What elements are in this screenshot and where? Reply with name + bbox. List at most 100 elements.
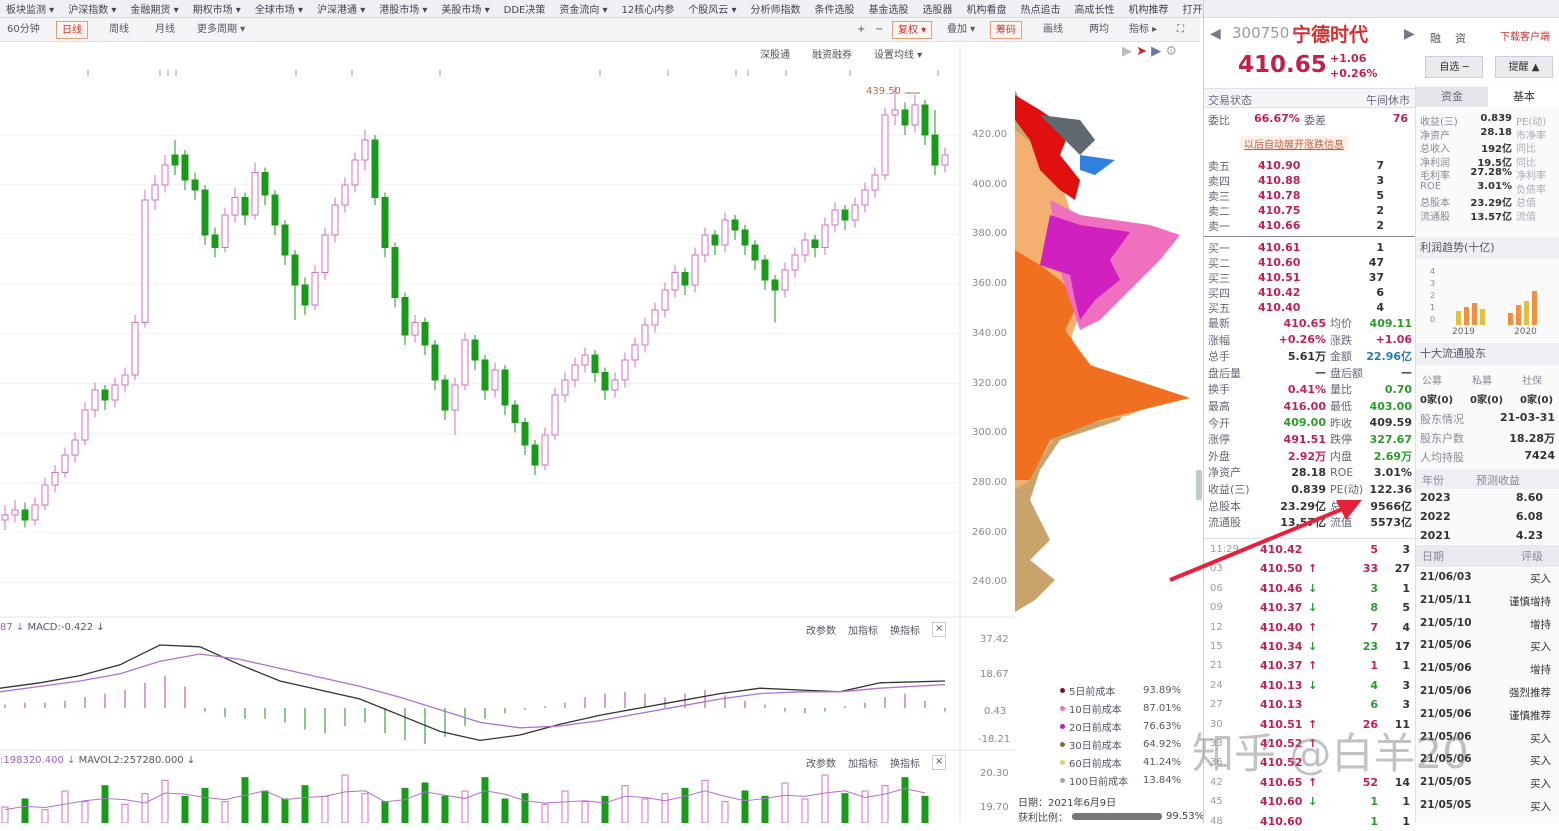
adjust-dropdown[interactable]: 复权 ▾ — [892, 21, 933, 39]
candle — [291, 250, 299, 320]
switch-indicator-button[interactable]: 换指标 — [890, 759, 920, 770]
candle — [921, 100, 929, 145]
book-level-label: 卖三 — [1208, 189, 1230, 203]
candle — [201, 185, 209, 245]
menu-item[interactable]: 基金选股 — [868, 5, 909, 16]
next-stock-icon[interactable]: ▶ — [1404, 26, 1415, 42]
menu-item[interactable]: 热点追击 — [1020, 5, 1061, 16]
prev-stock-icon[interactable]: ◀ — [1210, 26, 1221, 42]
ma-settings-dropdown[interactable]: 设置均线 ▾ — [874, 50, 923, 61]
menu-item[interactable]: 沪深港通 ▾ — [317, 5, 366, 16]
holders-val: 0家(0) — [1520, 395, 1554, 406]
bid-row[interactable]: 买四 410.42 6 — [1204, 285, 1416, 300]
bid-row[interactable]: 买五 410.40 4 — [1204, 300, 1416, 315]
menu-item[interactable]: 资金流向 ▾ — [559, 5, 608, 16]
period-daily[interactable]: 日线 — [56, 21, 88, 39]
stat-value: 3.01% — [1373, 465, 1412, 479]
draw-line-button[interactable]: 画线 — [1043, 24, 1063, 35]
bid-row[interactable]: 买一 410.61 1 — [1204, 240, 1416, 255]
candle — [651, 302, 659, 333]
tick-row: 45 410.60 ↓ 1 1 — [1204, 792, 1416, 811]
candle-body — [681, 272, 689, 286]
menu-item[interactable]: 港股市场 ▾ — [379, 5, 428, 16]
book-price: 410.40 — [1258, 301, 1301, 314]
period-weekly[interactable]: 周线 — [109, 24, 129, 35]
ask-row[interactable]: 卖五 410.90 7 — [1204, 158, 1416, 173]
chip-distribution-layer — [1015, 95, 1080, 200]
bid-row[interactable]: 买三 410.51 37 — [1204, 270, 1416, 285]
chips-button[interactable]: 筹码 — [990, 21, 1022, 39]
ask-row[interactable]: 卖二 410.75 2 — [1204, 203, 1416, 218]
tick-price: 410.13 — [1260, 678, 1303, 692]
edit-params-button[interactable]: 改参数 — [806, 626, 836, 637]
switch-indicator-button[interactable]: 换指标 — [890, 626, 920, 637]
menu-item[interactable]: 选股器 — [922, 5, 953, 16]
zoom-out-button[interactable]: − — [875, 24, 884, 35]
menu-item[interactable]: 美股市场 ▾ — [441, 5, 490, 16]
menu-item[interactable]: 个股风云 ▾ — [688, 5, 737, 16]
candle-body — [91, 389, 99, 411]
period-more[interactable]: 更多周期 ▾ — [197, 24, 246, 35]
menu-item[interactable]: 12核心内参 — [621, 5, 675, 16]
candle-body — [591, 354, 599, 373]
margin-link-a[interactable]: 融 — [1430, 32, 1441, 45]
margin-link-b[interactable]: 资 — [1455, 32, 1466, 45]
menu-item[interactable]: 分析师指数 — [750, 5, 801, 16]
tick-row: 15 410.34 ↓ 23 17 — [1204, 637, 1416, 656]
close-icon[interactable]: × — [932, 622, 947, 637]
period-monthly[interactable]: 月线 — [155, 24, 175, 35]
fund-label: 净利润 — [1420, 157, 1450, 169]
candle-body — [191, 179, 199, 191]
two-ma-button[interactable]: 两均 — [1089, 24, 1109, 35]
add-watchlist-button[interactable]: 自选 ─ — [1425, 56, 1483, 78]
download-link[interactable]: 下载客户端 — [1500, 32, 1550, 43]
candle — [221, 207, 229, 253]
top-holders-title[interactable]: 十大流通股东 — [1416, 343, 1559, 365]
stat-row: 总手 5.61万 金额 22.96亿 — [1204, 348, 1416, 364]
hk-connect-link[interactable]: 深股通 — [760, 50, 790, 61]
menu-item[interactable]: 打开 — [1182, 5, 1203, 16]
play-arrows-icon[interactable]: ▶ ➤ ▶ ⚙ — [1122, 44, 1177, 59]
menu-item[interactable]: 机构看盘 — [966, 5, 1007, 16]
tick-volume: 23 — [1362, 640, 1378, 653]
panel-splitter[interactable] — [1196, 470, 1202, 500]
edit-params-button[interactable]: 改参数 — [806, 759, 836, 770]
ask-row[interactable]: 卖四 410.88 3 — [1204, 173, 1416, 188]
tab-fund[interactable]: 资金 — [1416, 87, 1488, 107]
zoom-in-button[interactable]: + — [857, 24, 866, 35]
menu-item[interactable]: 高成长性 — [1074, 5, 1115, 16]
legend-dot-icon — [1060, 705, 1065, 711]
menu-item[interactable]: DDE决策 — [503, 5, 546, 16]
margin-link[interactable]: 融资融券 — [812, 50, 852, 61]
expand-info-link[interactable]: 以后自动展开涨跌信息 — [1240, 136, 1348, 151]
add-indicator-button[interactable]: 加指标 — [848, 759, 878, 770]
ask-row[interactable]: 卖一 410.66 2 — [1204, 218, 1416, 233]
tab-basic[interactable]: 基本 — [1488, 87, 1559, 107]
period-60min[interactable]: 60分钟 — [7, 24, 40, 35]
candle — [41, 477, 49, 510]
rating-date: 21/05/06 — [1420, 730, 1472, 743]
menu-item[interactable]: 机构推荐 — [1128, 5, 1169, 16]
candlestick-chart[interactable] — [0, 0, 1200, 823]
menu-item[interactable]: 板块监测 ▾ — [6, 5, 55, 16]
chart-header: 深股通 融资融券 设置均线 ▾ — [760, 46, 922, 61]
menu-item[interactable]: 金融期货 ▾ — [130, 5, 179, 16]
candle — [131, 315, 139, 380]
close-icon[interactable]: × — [932, 755, 947, 770]
bid-row[interactable]: 买二 410.60 47 — [1204, 255, 1416, 270]
fullscreen-icon[interactable]: ⛶ — [1177, 24, 1184, 35]
chip-legend-item: 10日前成本 87.01% — [1060, 699, 1181, 717]
menu-item[interactable]: 条件选股 — [814, 5, 855, 16]
menu-item[interactable]: 全球市场 ▾ — [254, 5, 304, 16]
alert-button[interactable]: 提醒 ▲ — [1495, 56, 1553, 78]
tick-count: 1 — [1402, 659, 1410, 673]
ask-row[interactable]: 卖三 410.78 5 — [1204, 188, 1416, 203]
profit-bar — [1524, 301, 1529, 325]
add-indicator-button[interactable]: 加指标 — [848, 626, 878, 637]
candle-body — [241, 197, 249, 216]
menu-item[interactable]: 沪深指数 ▾ — [68, 5, 117, 16]
overlay-dropdown[interactable]: 叠加 ▾ — [947, 24, 976, 35]
menu-item[interactable]: 期权市场 ▾ — [192, 5, 241, 16]
indicator-button[interactable]: 指标 ▸ — [1129, 24, 1158, 35]
candle-body — [861, 189, 869, 206]
